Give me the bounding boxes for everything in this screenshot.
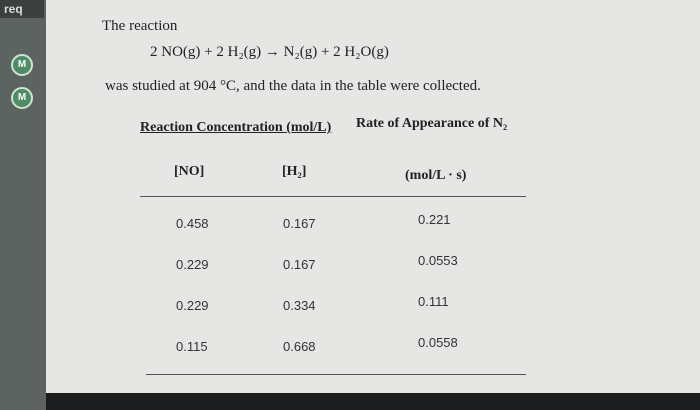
table-cell: 0.0558 xyxy=(418,335,458,350)
column-header: (mol/L · s) xyxy=(405,168,467,183)
table-cell: 0.167 xyxy=(283,216,316,231)
group-header: Reaction Concentration (mol/L) xyxy=(140,120,332,135)
table-cell: 0.458 xyxy=(176,216,209,231)
table-cell: 0.668 xyxy=(283,339,316,354)
group-header: Rate of Appearance of N₂ xyxy=(356,116,508,131)
table-cell: 0.167 xyxy=(283,257,316,272)
equation: 2 NO(g) + 2 H₂(g) → N₂(g) + 2 H₂O(g) xyxy=(150,44,389,60)
module-icon[interactable]: M xyxy=(11,87,33,109)
table-cell: 0.229 xyxy=(176,298,209,313)
sidebar-label: req xyxy=(0,0,44,18)
module-icon[interactable]: M xyxy=(11,54,33,76)
table-cell: 0.0553 xyxy=(418,253,458,268)
table-cell: 0.221 xyxy=(418,212,451,227)
table-cell: 0.229 xyxy=(176,257,209,272)
column-header: [H₂] xyxy=(282,164,307,179)
table-cell: 0.334 xyxy=(283,298,316,313)
column-header: [NO] xyxy=(174,164,205,179)
statement: was studied at 904 °C, and the data in t… xyxy=(105,78,481,94)
bottom-rule xyxy=(146,374,526,375)
table-cell: 0.115 xyxy=(176,339,208,354)
intro: The reaction xyxy=(102,18,178,34)
table-cell: 0.111 xyxy=(418,294,449,309)
header-rule xyxy=(140,196,526,197)
bottom-bar xyxy=(46,393,700,410)
